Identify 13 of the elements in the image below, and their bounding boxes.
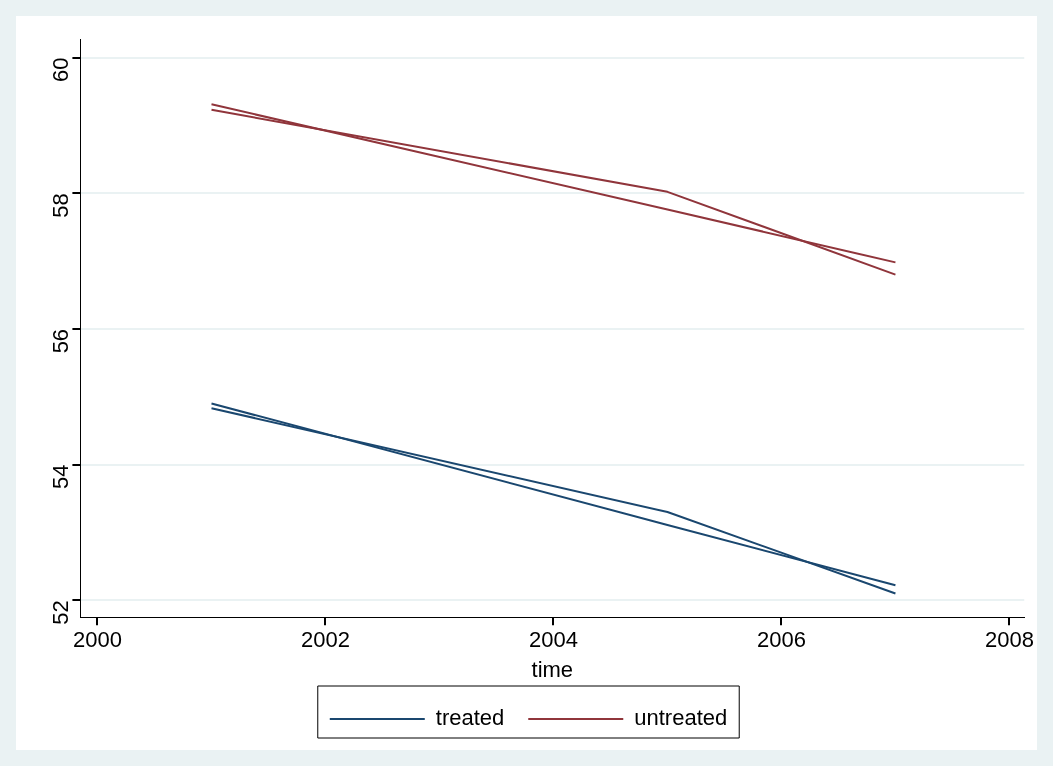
- x-tick-label: 2000: [73, 627, 122, 653]
- legend-label: treated: [435, 705, 505, 731]
- y-tick-label: 52: [48, 600, 74, 625]
- x-axis-title: time: [531, 656, 574, 682]
- legend-label: untreated: [634, 705, 728, 731]
- y-tick-label: 60: [48, 57, 74, 82]
- y-tick-label: 58: [48, 193, 74, 218]
- y-tick-label: 56: [48, 328, 74, 354]
- y-tick-label: 54: [48, 464, 74, 490]
- x-tick-label: 2006: [756, 627, 806, 653]
- x-tick-label: 2008: [984, 627, 1034, 653]
- x-tick-label: 2002: [301, 627, 350, 653]
- x-tick-label: 2004: [528, 627, 578, 653]
